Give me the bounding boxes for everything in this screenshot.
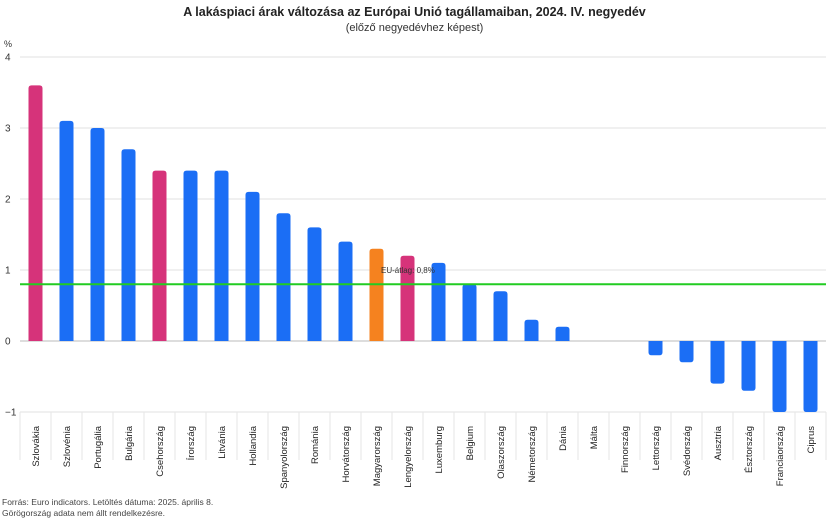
x-tick-label: Málta [589, 425, 600, 449]
y-tick-label: −1 [5, 408, 17, 419]
x-tick-label: Luxemburg [434, 426, 445, 474]
chart-subtitle: (előző negyedévhez képest) [345, 22, 484, 34]
bar-belgium [462, 284, 477, 341]
x-tick-label: Belgium [465, 426, 476, 460]
missing-data-note: Görögország adata nem állt rendelkezésre… [2, 508, 166, 518]
x-tick-label: Svédország [682, 426, 693, 476]
x-tick-label: Csehország [155, 426, 166, 477]
x-tick-label: Finnország [620, 426, 631, 473]
bar-lengyelország [400, 255, 415, 341]
eu-average-label: EU-átlag: 0,8% [381, 266, 435, 275]
y-axis-unit: % [4, 39, 13, 49]
bar-franciaország [772, 341, 787, 412]
x-tick-label: Írország [186, 426, 197, 460]
bar-hollandia [245, 191, 260, 341]
x-tick-label: Szlovénia [62, 425, 73, 467]
bar-szlovénia [59, 120, 74, 342]
bar-németország [524, 319, 539, 341]
bar-észtország [741, 341, 756, 391]
bar-portugália [90, 128, 105, 341]
x-tick-label: Horvátország [341, 426, 352, 483]
bar-dánia [555, 326, 570, 341]
chart-title: A lakáspiaci árak változása az Európai U… [183, 5, 646, 19]
x-tick-label: Románia [310, 425, 321, 464]
bar-spanyolország [276, 213, 291, 341]
x-tick-label: Észtország [744, 426, 755, 473]
x-tick-label: Ciprus [806, 426, 817, 454]
bar-horvátország [338, 241, 353, 341]
x-tick-label: Németország [527, 426, 538, 483]
x-tick-label: Olaszország [496, 426, 507, 479]
y-tick-label: 3 [5, 124, 11, 135]
x-tick-label: Portugália [93, 425, 104, 468]
bar-szlovákia [28, 85, 43, 342]
bar-luxemburg [431, 262, 446, 341]
x-tick-label: Bulgária [124, 425, 135, 461]
y-tick-label: 4 [5, 53, 11, 64]
bar-svédország [679, 341, 694, 363]
x-tick-label: Spanyolország [279, 426, 290, 489]
x-tick-label: Magyarország [372, 426, 383, 486]
bar-olaszország [493, 291, 508, 341]
x-tick-label: Hollandia [248, 425, 259, 465]
bar-ciprus [803, 341, 818, 412]
y-tick-label: 1 [5, 266, 11, 277]
bar-lettország [648, 341, 663, 356]
source-note: Forrás: Euro indicators. Letöltés dátuma… [2, 497, 214, 507]
x-tick-label: Lengyelország [403, 426, 414, 488]
bar-írország [183, 170, 198, 341]
bar-litvánia [214, 170, 229, 341]
x-tick-label: Szlovákia [31, 425, 42, 466]
y-tick-label: 0 [5, 337, 11, 348]
x-tick-label: Ausztria [713, 425, 724, 460]
x-tick-label: Litvánia [217, 425, 228, 458]
x-tick-label: Dánia [558, 425, 569, 451]
x-tick-label: Lettország [651, 426, 662, 470]
bar-csehország [152, 170, 167, 341]
bar-bulgária [121, 149, 136, 341]
bar-ausztria [710, 341, 725, 384]
bar-magyarország [369, 248, 384, 341]
x-tick-label: Franciaország [775, 426, 786, 486]
y-tick-label: 2 [5, 195, 11, 206]
